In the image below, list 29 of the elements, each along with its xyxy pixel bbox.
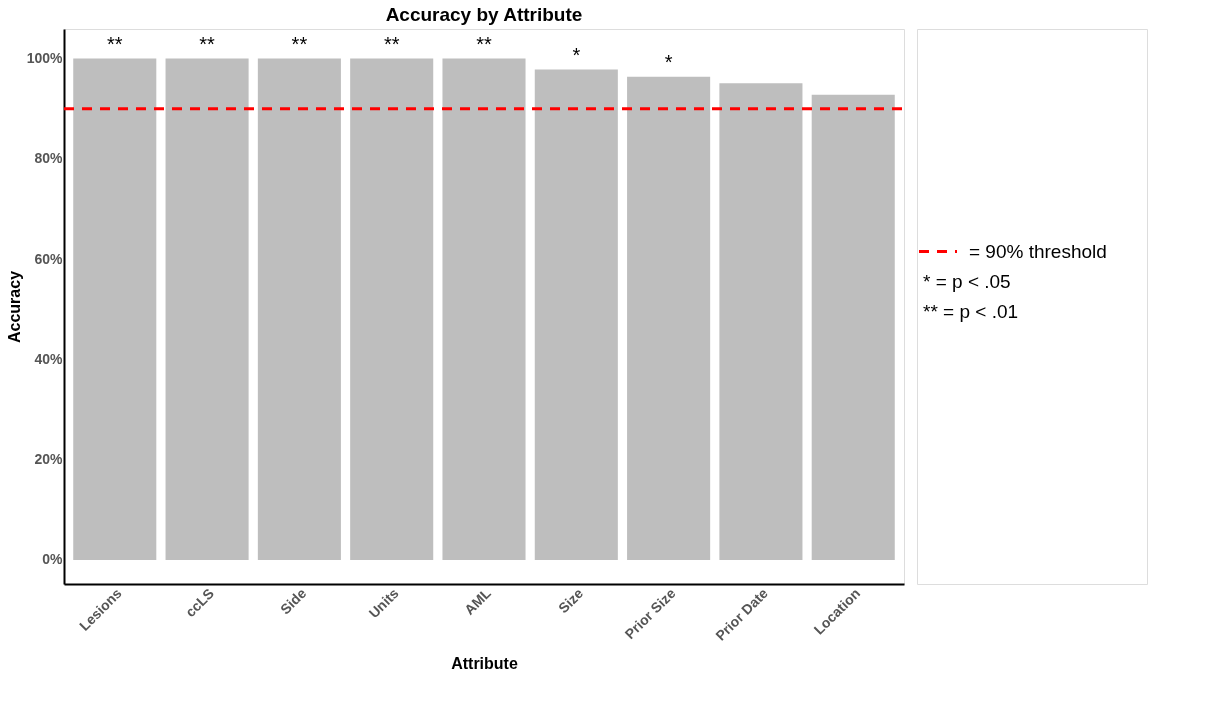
y-tick-label: 60%: [34, 250, 64, 267]
bar: [73, 58, 157, 560]
bar: [257, 58, 341, 560]
bar: [442, 58, 526, 560]
y-axis-title: Accuracy: [5, 270, 23, 344]
annotation: *: [572, 43, 581, 66]
chart-title: Accuracy by Attribute: [385, 4, 583, 25]
x-tick-label: Size: [555, 584, 587, 617]
y-tick-label: 100%: [26, 50, 64, 67]
x-axis-title: Attribute: [451, 654, 518, 672]
y-tick-label: 80%: [34, 150, 64, 167]
annotation: **: [476, 32, 492, 55]
legend-label: = 90% threshold: [969, 240, 1107, 262]
y-tick-label: 40%: [34, 350, 64, 367]
annotation: **: [291, 32, 308, 55]
bar: [350, 58, 434, 560]
bar: [534, 69, 618, 560]
bar: [165, 58, 249, 560]
y-tick-label: 0%: [42, 551, 64, 568]
y-tick-label: 20%: [34, 451, 64, 468]
annotation: **: [383, 32, 400, 55]
bar: [627, 76, 711, 560]
annotation: *: [664, 50, 673, 73]
text: * = p < .05: [923, 270, 1011, 292]
annotation: **: [106, 32, 123, 55]
text: ** = p < .01: [923, 300, 1019, 322]
bar: [719, 83, 803, 560]
annotation: **: [199, 32, 216, 55]
bar: [811, 94, 895, 560]
